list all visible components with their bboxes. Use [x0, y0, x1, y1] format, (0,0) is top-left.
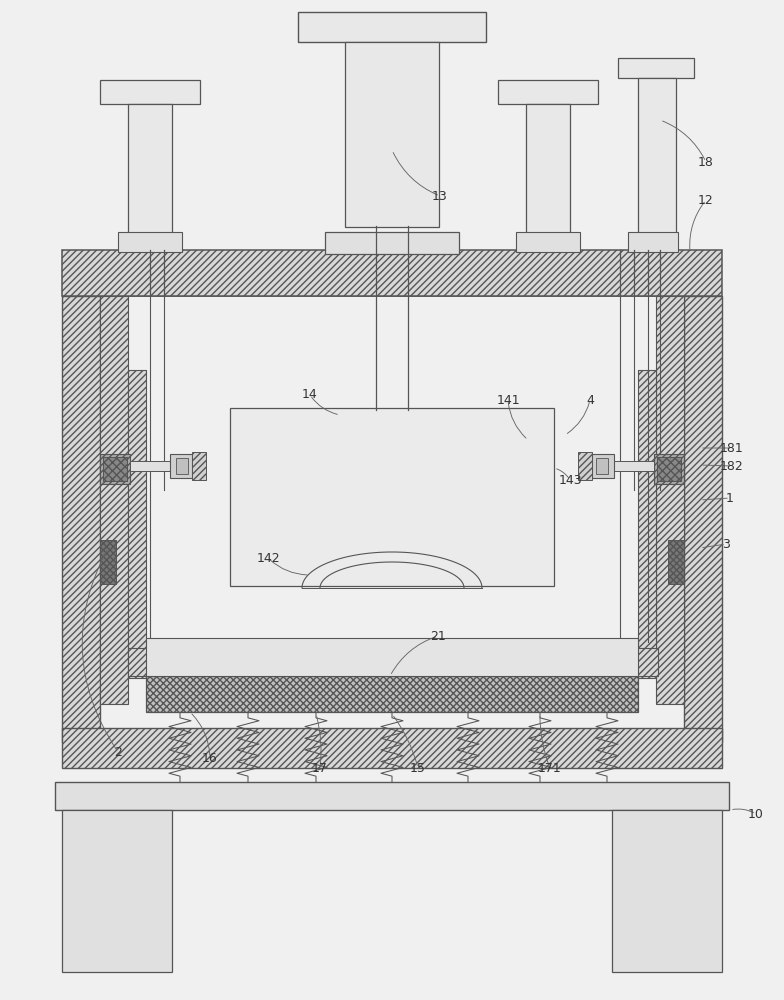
- Bar: [128, 370, 146, 678]
- Bar: [526, 104, 570, 252]
- Bar: [100, 296, 128, 704]
- Text: 17: 17: [312, 762, 328, 774]
- Bar: [146, 638, 638, 676]
- Text: 3: 3: [722, 538, 730, 550]
- Bar: [298, 12, 486, 42]
- Bar: [62, 296, 100, 742]
- Bar: [596, 458, 608, 474]
- Bar: [516, 232, 580, 252]
- Text: 141: 141: [496, 393, 520, 406]
- Text: 18: 18: [698, 155, 714, 168]
- Bar: [130, 461, 180, 471]
- Bar: [230, 408, 554, 586]
- Bar: [657, 457, 681, 481]
- Bar: [654, 454, 684, 484]
- Bar: [628, 232, 678, 252]
- Bar: [638, 370, 656, 678]
- Bar: [656, 296, 684, 704]
- Bar: [638, 78, 676, 252]
- Bar: [325, 232, 459, 254]
- Bar: [612, 810, 722, 972]
- Text: 1: 1: [726, 491, 734, 504]
- Text: 4: 4: [586, 393, 594, 406]
- Bar: [100, 540, 116, 584]
- Bar: [192, 452, 206, 480]
- Bar: [668, 540, 684, 584]
- Bar: [128, 648, 658, 676]
- Text: 13: 13: [432, 190, 448, 202]
- Bar: [345, 42, 439, 227]
- Text: 10: 10: [748, 808, 764, 820]
- Text: 12: 12: [698, 194, 714, 207]
- Text: 171: 171: [538, 762, 562, 774]
- Bar: [62, 810, 172, 972]
- Bar: [170, 454, 192, 478]
- Bar: [62, 728, 722, 768]
- Bar: [100, 80, 200, 104]
- Bar: [55, 782, 729, 810]
- Bar: [684, 296, 722, 742]
- Bar: [176, 458, 188, 474]
- Bar: [618, 58, 694, 78]
- Text: 182: 182: [720, 460, 744, 473]
- Text: 16: 16: [202, 752, 218, 764]
- Text: 2: 2: [114, 746, 122, 758]
- Text: 15: 15: [410, 762, 426, 774]
- Text: 142: 142: [256, 552, 280, 564]
- Bar: [100, 454, 130, 484]
- Bar: [62, 250, 722, 296]
- Bar: [592, 454, 614, 478]
- Text: 181: 181: [720, 442, 744, 454]
- Bar: [604, 461, 654, 471]
- Text: 14: 14: [302, 388, 318, 401]
- Bar: [498, 80, 598, 104]
- Bar: [578, 452, 592, 480]
- Bar: [128, 104, 172, 252]
- Bar: [146, 676, 638, 712]
- Text: 21: 21: [430, 630, 446, 643]
- Bar: [118, 232, 182, 252]
- Text: 143: 143: [558, 474, 582, 487]
- Bar: [103, 457, 127, 481]
